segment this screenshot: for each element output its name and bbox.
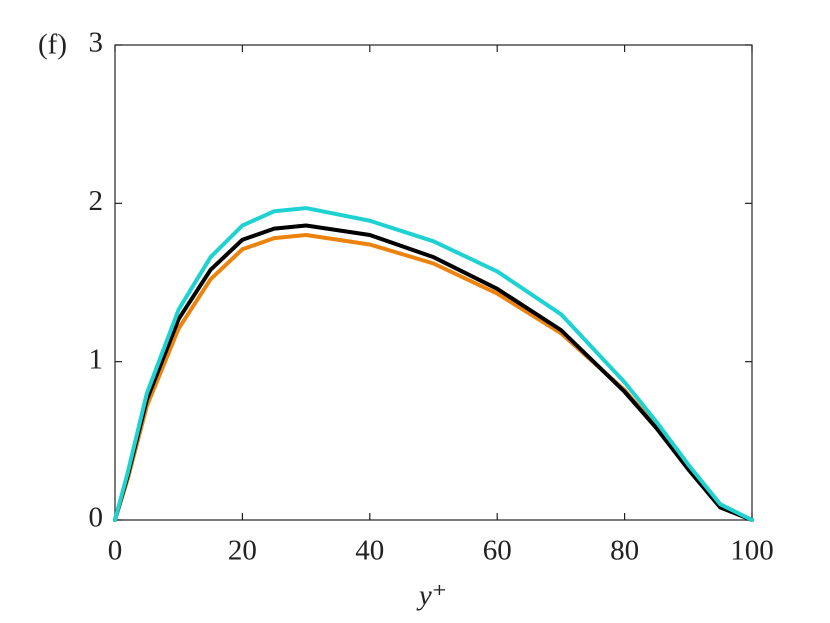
x-tick-label: 0 bbox=[108, 535, 123, 567]
x-axis-label: y⁺ bbox=[416, 580, 447, 612]
y-tick-label: 2 bbox=[89, 185, 104, 217]
x-tick-label: 20 bbox=[228, 535, 257, 567]
y-tick-label: 0 bbox=[89, 502, 104, 534]
x-tick-label: 80 bbox=[610, 535, 639, 567]
data-line bbox=[113, 206, 754, 522]
y-tick-label: 1 bbox=[89, 343, 104, 375]
y-tick-label: 3 bbox=[89, 27, 104, 59]
plot-frame bbox=[114, 44, 753, 521]
x-tick-label: 100 bbox=[730, 535, 774, 567]
x-tick-label: 60 bbox=[483, 535, 512, 567]
x-tick-label: 40 bbox=[355, 535, 384, 567]
panel-annotation: (f) bbox=[38, 29, 67, 61]
data-line bbox=[113, 223, 754, 522]
